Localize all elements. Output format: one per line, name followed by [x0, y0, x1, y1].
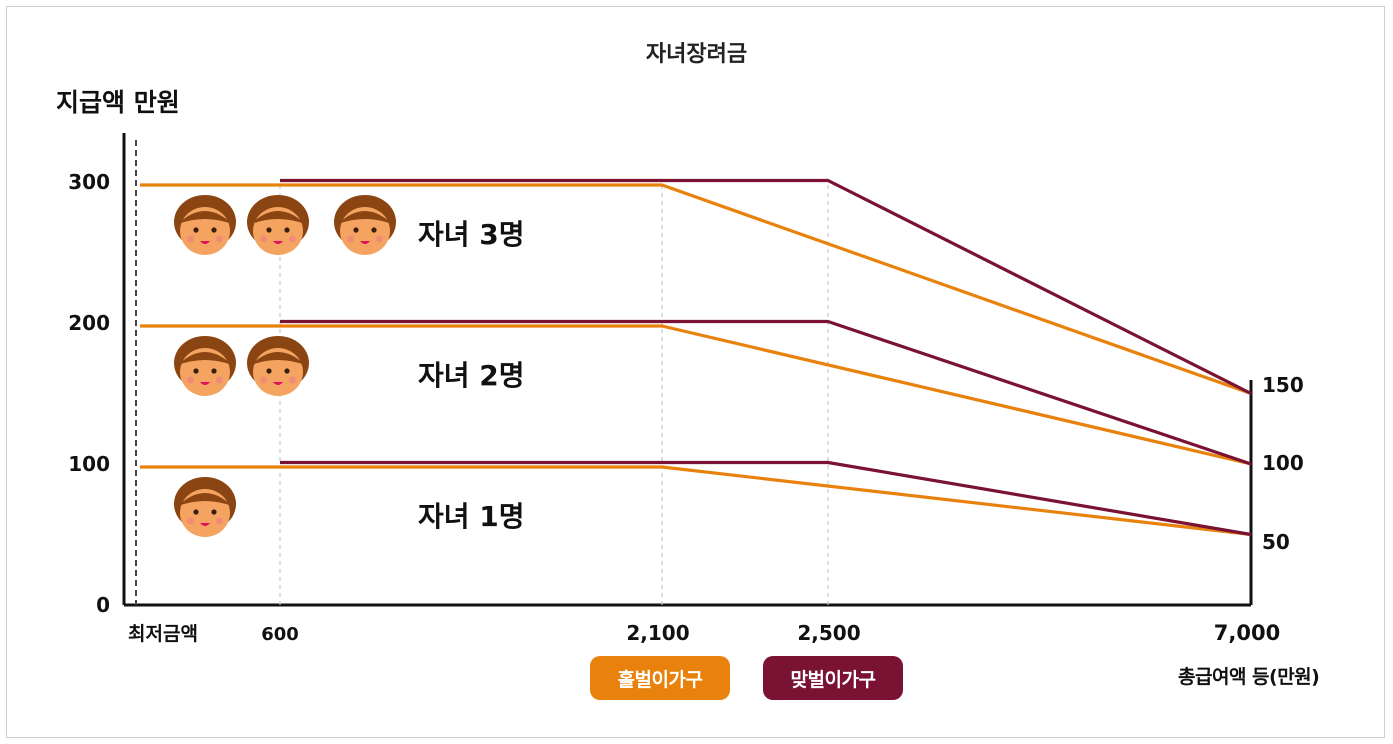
right-tick-label-150: 150 — [1262, 373, 1304, 397]
y-tick-label-0: 0 — [96, 593, 110, 617]
right-tick-label-50: 50 — [1262, 530, 1290, 554]
child-face-icon — [247, 336, 309, 396]
child-face-icon — [174, 195, 236, 255]
series-line-children3-single — [140, 183, 1252, 396]
right-tick-label-100: 100 — [1262, 451, 1304, 475]
chart-title: 자녀장려금 — [645, 42, 748, 67]
child-face-icon — [174, 336, 236, 396]
series-line-children2-dual — [280, 319, 1252, 466]
y-tick-label-200: 200 — [68, 311, 110, 335]
x-tick-label-0: 최저금액 — [128, 623, 198, 645]
series-line-children3-dual — [280, 178, 1252, 395]
child-face-icon — [247, 195, 309, 255]
group-label-children-2: 자녀 2명 — [418, 359, 525, 392]
series-line-children2-single — [140, 324, 1252, 466]
y-tick-label-300: 300 — [68, 170, 110, 194]
x-tick-label-3: 2,500 — [797, 621, 860, 645]
child-face-icon — [174, 477, 236, 537]
child-face-icon — [334, 195, 396, 255]
series-line-children1-single — [140, 465, 1252, 537]
chart-frame — [6, 6, 1385, 738]
x-axis-label: 총급여액 등(만원) — [1178, 666, 1320, 688]
group-label-children-1: 자녀 1명 — [418, 500, 525, 533]
legend-dual-income: 맞벌이가구 — [763, 656, 903, 700]
x-tick-label-1: 600 — [261, 624, 299, 645]
series-line-children1-dual — [280, 460, 1252, 537]
group-label-children-3: 자녀 3명 — [418, 218, 525, 251]
y-tick-label-100: 100 — [68, 452, 110, 476]
x-tick-label-4: 7,000 — [1214, 621, 1280, 645]
legend-single-income: 홀벌이가구 — [590, 656, 730, 700]
x-tick-label-2: 2,100 — [626, 621, 689, 645]
y-axis-label: 지급액 만원 — [56, 88, 180, 117]
